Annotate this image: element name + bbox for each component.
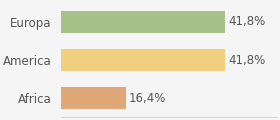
Text: 16,4%: 16,4% bbox=[129, 92, 166, 105]
Bar bbox=[61, 49, 225, 71]
Bar bbox=[61, 87, 126, 109]
Text: 41,8%: 41,8% bbox=[228, 54, 266, 66]
Text: 41,8%: 41,8% bbox=[228, 15, 266, 28]
Bar bbox=[61, 11, 225, 33]
